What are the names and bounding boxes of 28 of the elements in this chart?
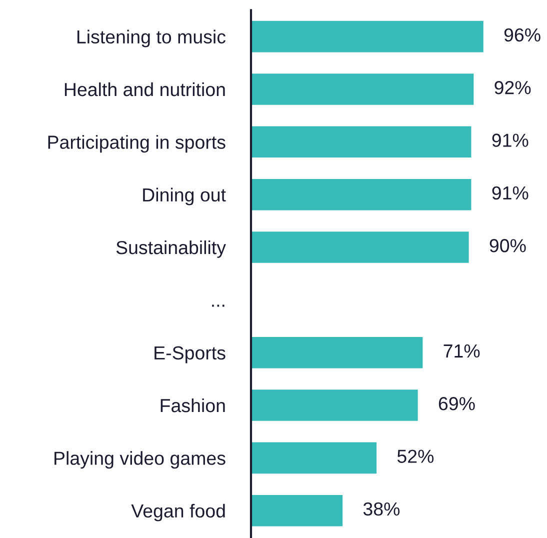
bar [251, 230, 470, 264]
bar [251, 72, 476, 106]
y-tick-label: Dining out [143, 188, 226, 206]
bar [251, 336, 424, 370]
bar [251, 20, 485, 54]
bar [251, 494, 344, 528]
y-tick-label: Health and nutrition [64, 82, 225, 96]
y-tick-label: Sustainability [116, 240, 226, 258]
y-tick-label: Participating in sports [48, 135, 226, 153]
data-label: 91% [492, 134, 528, 147]
bar [251, 124, 473, 159]
bar [251, 440, 378, 475]
data-label: 91% [492, 186, 528, 200]
data-label: 52% [397, 450, 434, 463]
y-tick-label: Playing video games [54, 451, 226, 469]
data-label: 92% [494, 80, 531, 94]
y-tick-label: ... [212, 304, 224, 307]
data-label: 71% [444, 344, 480, 358]
data-label: 90% [490, 239, 526, 252]
y-tick-label: Vegan food [131, 504, 225, 522]
y-tick-label: E-Sports [154, 346, 226, 364]
bar [251, 388, 420, 422]
data-label: 69% [438, 397, 475, 410]
data-label: 38% [363, 502, 400, 516]
y-tick-label: Fashion [160, 398, 225, 412]
bar [251, 178, 473, 212]
y-tick-label: Listening to music [77, 30, 226, 48]
data-label: 96% [504, 28, 540, 42]
